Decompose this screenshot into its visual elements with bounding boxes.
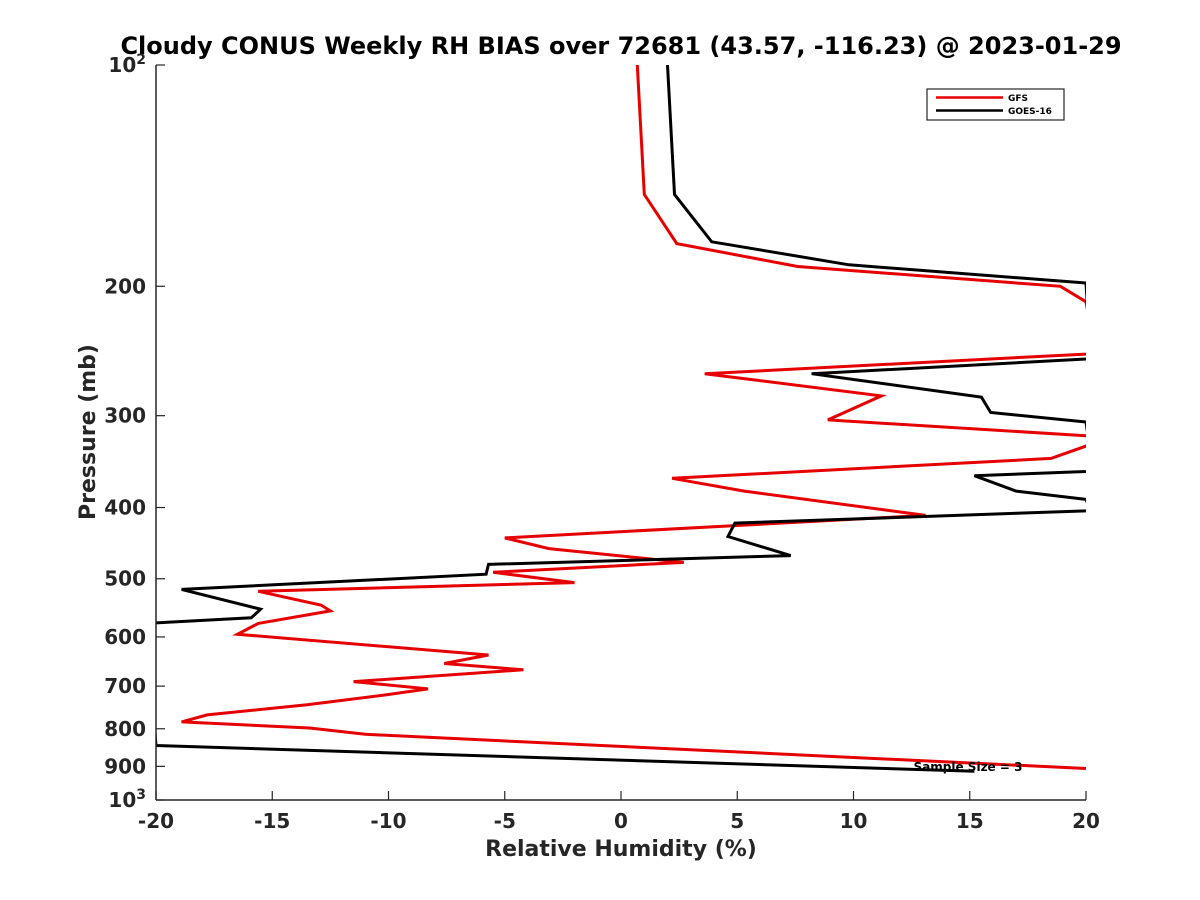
x-axis-ticks: -20 -15 -10 -5 0 5 10 15 20	[138, 791, 1100, 833]
sample-size-annotation: Sample Size = 3	[914, 760, 1023, 774]
y-axis-ticks: 102 200 300 400 500 600 700 800 900 103	[104, 52, 165, 812]
x-tick-label: 5	[730, 809, 744, 833]
x-tick-label: -20	[138, 809, 174, 833]
y-tick-label: 800	[104, 717, 146, 741]
legend-label-goes-16: GOES-16	[1008, 107, 1052, 117]
chart-title: Cloudy CONUS Weekly RH BIAS over 72681 (…	[120, 32, 1121, 60]
legend-box	[926, 88, 1065, 121]
series-line-goes-16	[156, 65, 1086, 773]
y-tick-label: 102	[108, 52, 146, 77]
series-line-gfs	[181, 65, 1086, 770]
x-tick-label: 15	[956, 809, 984, 833]
legend: GFS GOES-16	[926, 88, 1065, 121]
y-tick-label: 400	[104, 496, 146, 520]
plot-area	[156, 65, 1086, 800]
y-tick-label: 103	[108, 787, 146, 812]
x-tick-label: -10	[370, 809, 406, 833]
y-tick-label: 700	[104, 674, 146, 698]
y-tick-label: 200	[104, 274, 146, 298]
x-tick-label: 10	[840, 809, 868, 833]
y-tick-label: 900	[104, 754, 146, 778]
legend-label-gfs: GFS	[1008, 94, 1028, 104]
x-tick-label: -5	[494, 809, 516, 833]
x-tick-label: 0	[614, 809, 628, 833]
x-tick-label: 20	[1072, 809, 1100, 833]
y-axis-label: Pressure (mb)	[76, 344, 101, 520]
y-tick-label: 500	[104, 567, 146, 591]
x-axis-label: Relative Humidity (%)	[485, 837, 757, 862]
y-tick-label: 600	[104, 625, 146, 649]
series-layer	[156, 65, 1086, 773]
x-tick-label: -15	[254, 809, 290, 833]
y-tick-label: 300	[104, 404, 146, 428]
